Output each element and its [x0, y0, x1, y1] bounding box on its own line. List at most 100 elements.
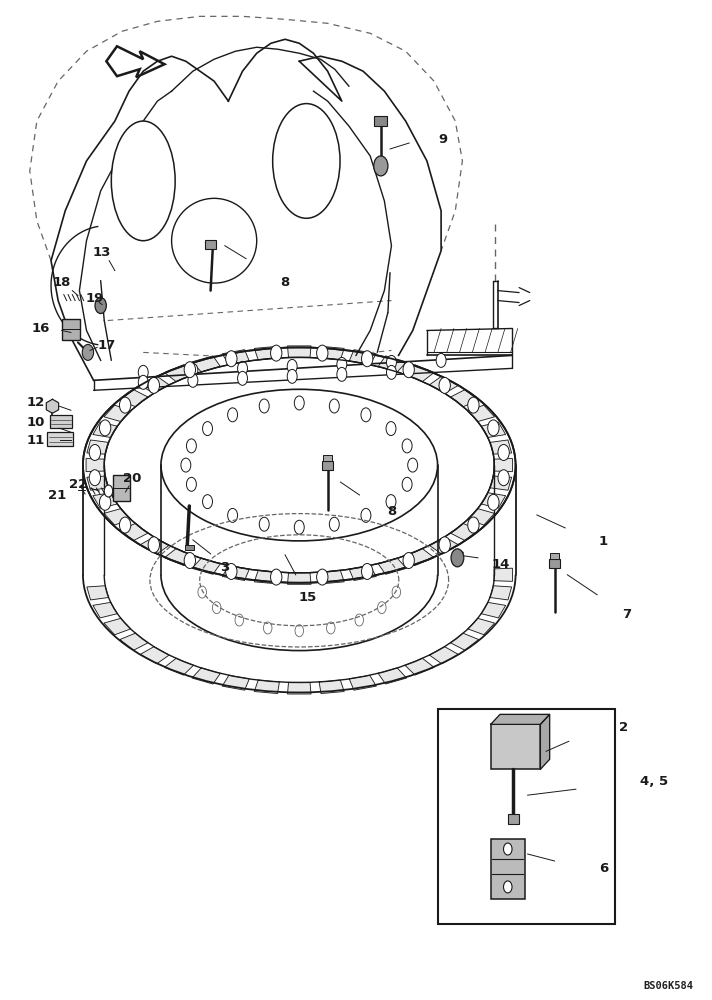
Circle shape: [403, 553, 414, 568]
Circle shape: [436, 353, 446, 367]
Polygon shape: [429, 376, 459, 393]
Bar: [438, 709, 615, 924]
Bar: [205, 240, 216, 249]
Polygon shape: [468, 618, 495, 635]
Circle shape: [226, 563, 237, 579]
Polygon shape: [192, 356, 221, 372]
Polygon shape: [378, 668, 407, 684]
Bar: [550, 553, 559, 559]
Polygon shape: [87, 440, 109, 454]
Circle shape: [488, 420, 499, 436]
Circle shape: [451, 549, 464, 567]
Polygon shape: [481, 422, 506, 437]
Polygon shape: [350, 350, 376, 365]
Circle shape: [181, 458, 191, 472]
Polygon shape: [540, 714, 550, 769]
Bar: [491, 839, 525, 899]
Ellipse shape: [172, 198, 257, 283]
Circle shape: [362, 563, 373, 579]
Polygon shape: [491, 714, 550, 724]
Circle shape: [361, 408, 371, 422]
Polygon shape: [161, 389, 438, 541]
Circle shape: [104, 485, 112, 497]
Circle shape: [377, 602, 386, 614]
Circle shape: [120, 517, 131, 533]
Circle shape: [271, 569, 282, 585]
Polygon shape: [93, 493, 117, 508]
Circle shape: [184, 362, 196, 378]
Circle shape: [202, 422, 212, 436]
Polygon shape: [319, 346, 344, 360]
Polygon shape: [481, 493, 506, 508]
Text: 2: 2: [619, 721, 628, 734]
Text: 1: 1: [598, 535, 607, 548]
Text: 11: 11: [26, 434, 45, 447]
Text: 17: 17: [98, 339, 115, 352]
Circle shape: [374, 156, 388, 176]
Circle shape: [468, 517, 479, 533]
Polygon shape: [120, 390, 148, 407]
Polygon shape: [254, 680, 279, 694]
Polygon shape: [46, 399, 58, 413]
Polygon shape: [140, 537, 169, 554]
Circle shape: [271, 345, 282, 361]
Circle shape: [188, 363, 198, 377]
Polygon shape: [378, 558, 407, 574]
Polygon shape: [451, 633, 478, 650]
Text: 6: 6: [600, 862, 609, 875]
Polygon shape: [451, 390, 478, 407]
Polygon shape: [222, 675, 249, 690]
Circle shape: [83, 344, 93, 360]
Circle shape: [387, 365, 397, 379]
Circle shape: [386, 422, 396, 436]
Text: 21: 21: [48, 489, 66, 502]
Circle shape: [439, 537, 451, 553]
Polygon shape: [490, 440, 512, 454]
Polygon shape: [429, 647, 459, 664]
Polygon shape: [104, 618, 130, 635]
Polygon shape: [104, 405, 130, 422]
Circle shape: [228, 408, 238, 422]
Polygon shape: [87, 476, 109, 490]
Circle shape: [120, 397, 131, 413]
Circle shape: [259, 399, 269, 413]
Bar: [50, 415, 73, 428]
Text: 15: 15: [298, 591, 317, 604]
Text: 20: 20: [123, 472, 142, 485]
Polygon shape: [288, 682, 311, 694]
Polygon shape: [140, 647, 169, 664]
Polygon shape: [192, 558, 221, 574]
Circle shape: [392, 586, 401, 598]
Text: 13: 13: [93, 246, 111, 259]
Bar: [491, 724, 540, 769]
Polygon shape: [222, 350, 249, 365]
Circle shape: [439, 377, 451, 393]
Polygon shape: [490, 586, 512, 600]
Polygon shape: [350, 675, 376, 690]
Polygon shape: [254, 570, 279, 584]
Polygon shape: [405, 549, 434, 565]
Polygon shape: [429, 537, 459, 554]
Polygon shape: [120, 524, 148, 540]
Polygon shape: [451, 524, 478, 540]
Circle shape: [259, 517, 269, 531]
Circle shape: [327, 622, 335, 634]
Circle shape: [337, 367, 347, 381]
Circle shape: [386, 495, 396, 509]
Polygon shape: [164, 549, 194, 565]
Circle shape: [100, 494, 111, 510]
Text: 12: 12: [26, 396, 45, 409]
Circle shape: [361, 508, 371, 522]
Circle shape: [235, 614, 244, 626]
Text: 14: 14: [491, 558, 510, 571]
Circle shape: [337, 357, 347, 371]
Bar: [375, 116, 387, 126]
Ellipse shape: [111, 121, 175, 241]
Circle shape: [355, 614, 364, 626]
Bar: [112, 475, 130, 501]
Bar: [62, 319, 80, 340]
Circle shape: [188, 373, 198, 387]
Bar: [322, 461, 333, 470]
Polygon shape: [319, 570, 344, 584]
Text: 3: 3: [220, 561, 229, 574]
